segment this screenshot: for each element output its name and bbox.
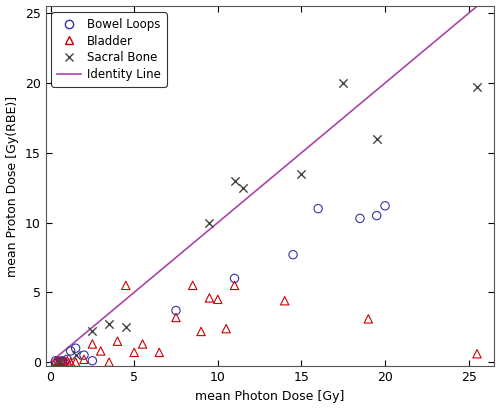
Point xyxy=(230,178,238,184)
Point xyxy=(473,84,481,90)
Point xyxy=(214,296,222,303)
Point xyxy=(156,349,164,356)
Point xyxy=(60,359,68,365)
Point xyxy=(206,219,214,226)
Point xyxy=(473,351,481,357)
Point xyxy=(72,352,80,358)
Point xyxy=(197,328,205,335)
Point xyxy=(58,357,66,364)
Point xyxy=(88,357,96,364)
Point xyxy=(60,358,68,365)
Point xyxy=(64,357,72,364)
Point xyxy=(52,358,60,365)
Point xyxy=(289,252,297,258)
Point xyxy=(80,356,88,363)
Point xyxy=(72,345,80,351)
Point xyxy=(66,348,74,354)
Point xyxy=(356,215,364,222)
Point xyxy=(105,359,113,365)
Point xyxy=(239,184,247,191)
Point xyxy=(88,341,96,347)
Point xyxy=(55,359,63,365)
Legend: Bowel Loops, Bladder, Sacral Bone, Identity Line: Bowel Loops, Bladder, Sacral Bone, Ident… xyxy=(52,12,166,87)
X-axis label: mean Photon Dose [Gy]: mean Photon Dose [Gy] xyxy=(195,390,344,403)
Point xyxy=(72,359,80,365)
Point xyxy=(130,349,138,356)
Point xyxy=(66,359,74,365)
Point xyxy=(339,80,347,86)
Point xyxy=(172,314,180,321)
Point xyxy=(230,282,238,289)
Point xyxy=(96,348,104,354)
Point xyxy=(114,338,122,344)
Point xyxy=(381,202,389,209)
Point xyxy=(372,212,380,219)
Point xyxy=(298,171,306,177)
Point xyxy=(222,326,230,332)
Point xyxy=(56,358,64,365)
Point xyxy=(280,297,288,304)
Point xyxy=(88,328,96,335)
Point xyxy=(172,307,180,314)
Point xyxy=(188,282,196,289)
Point xyxy=(55,357,63,364)
Point xyxy=(55,357,63,364)
Point xyxy=(52,357,60,364)
Point xyxy=(122,282,130,289)
Point xyxy=(80,352,88,358)
Point xyxy=(105,321,113,328)
Point xyxy=(206,294,214,301)
Point xyxy=(314,205,322,212)
Y-axis label: mean Proton Dose [Gy(RBE)]: mean Proton Dose [Gy(RBE)] xyxy=(6,96,20,277)
Point xyxy=(64,356,72,363)
Point xyxy=(122,324,130,330)
Point xyxy=(364,316,372,322)
Point xyxy=(138,341,146,347)
Point xyxy=(372,135,380,142)
Point xyxy=(230,275,238,282)
